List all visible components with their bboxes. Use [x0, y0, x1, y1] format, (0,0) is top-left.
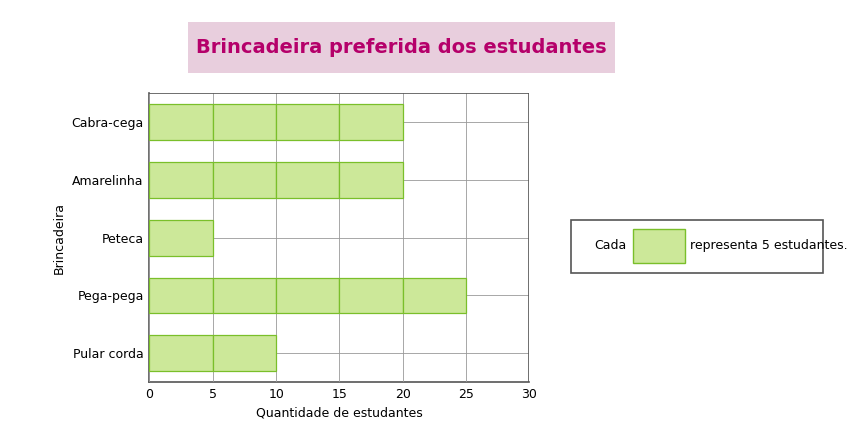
FancyBboxPatch shape: [570, 220, 822, 273]
FancyBboxPatch shape: [154, 17, 648, 78]
Y-axis label: Brincadeira: Brincadeira: [53, 202, 66, 273]
Bar: [276, 162, 339, 198]
Text: Cada: Cada: [594, 238, 625, 251]
Bar: [149, 277, 212, 314]
Bar: [212, 335, 276, 372]
Bar: [212, 162, 276, 198]
Bar: [403, 277, 466, 314]
Bar: [212, 104, 276, 140]
Bar: [149, 162, 212, 198]
Bar: [632, 229, 684, 263]
Text: Brincadeira preferida dos estudantes: Brincadeira preferida dos estudantes: [196, 38, 606, 57]
X-axis label: Quantidade de estudantes: Quantidade de estudantes: [256, 407, 422, 419]
Bar: [276, 104, 339, 140]
Bar: [212, 277, 276, 314]
Bar: [339, 162, 403, 198]
Text: representa 5 estudantes.: representa 5 estudantes.: [689, 238, 847, 251]
Bar: [149, 219, 212, 256]
Bar: [339, 277, 403, 314]
Bar: [149, 335, 212, 372]
Bar: [276, 277, 339, 314]
Bar: [149, 104, 212, 140]
Bar: [339, 104, 403, 140]
